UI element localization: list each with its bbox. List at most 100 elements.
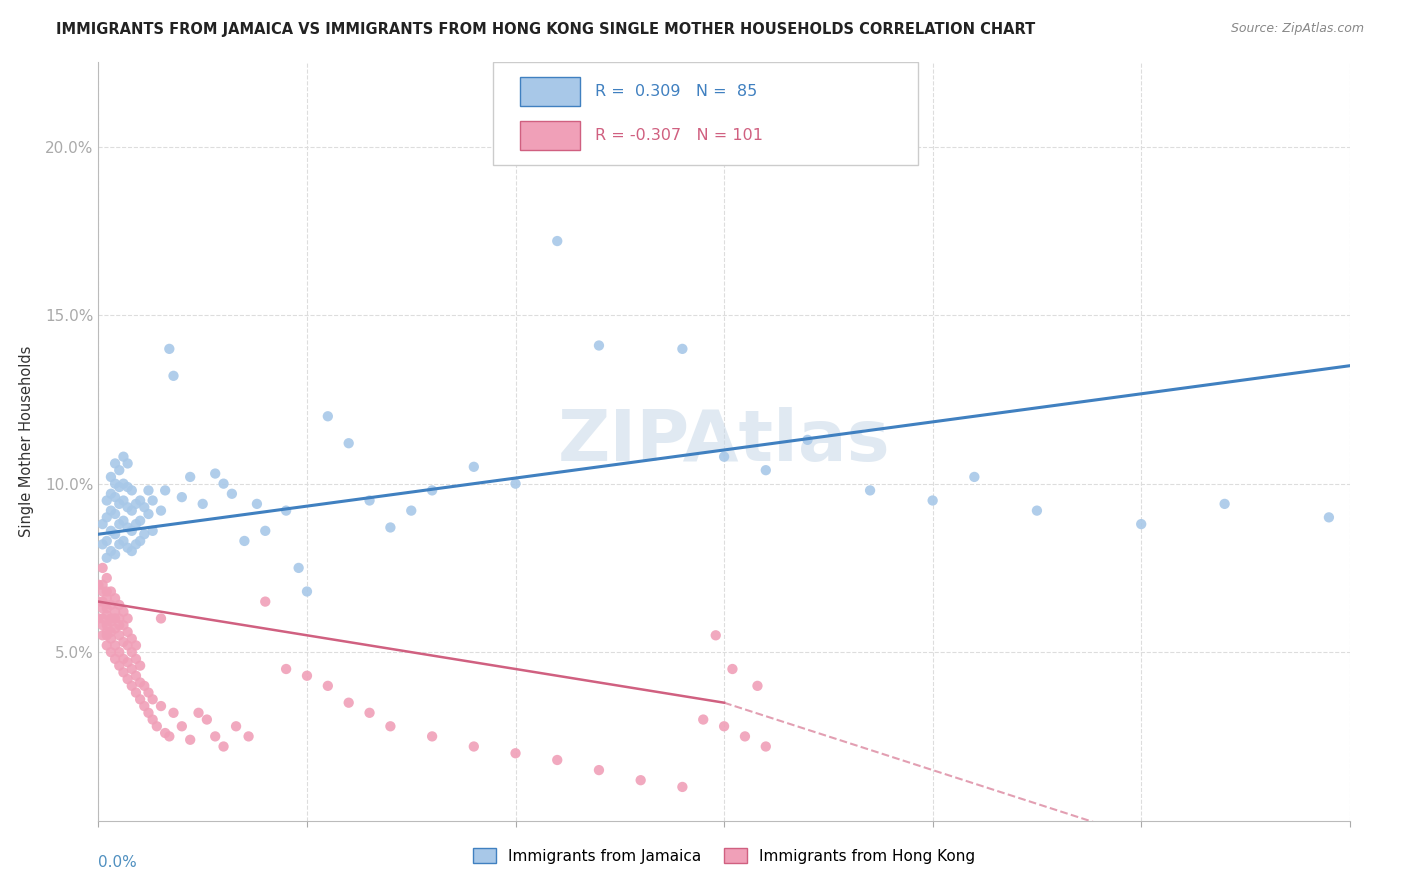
Point bbox=[87, 594, 110, 608]
Point bbox=[104, 591, 127, 606]
Point bbox=[146, 719, 169, 733]
Point bbox=[112, 493, 135, 508]
Point bbox=[671, 780, 693, 794]
Point bbox=[755, 739, 778, 754]
Point bbox=[755, 463, 778, 477]
Point bbox=[108, 628, 131, 642]
Point bbox=[125, 517, 148, 532]
Point bbox=[100, 584, 122, 599]
Point bbox=[713, 450, 735, 464]
Point bbox=[588, 338, 610, 352]
Point bbox=[859, 483, 882, 498]
Point bbox=[150, 611, 173, 625]
Point bbox=[138, 685, 160, 699]
Point bbox=[138, 483, 160, 498]
Text: Source: ZipAtlas.com: Source: ZipAtlas.com bbox=[1230, 22, 1364, 36]
Point bbox=[91, 601, 114, 615]
Point bbox=[179, 732, 201, 747]
Point bbox=[588, 763, 610, 777]
Point bbox=[117, 480, 139, 494]
Point bbox=[112, 652, 135, 666]
Point bbox=[96, 618, 118, 632]
Point bbox=[96, 624, 118, 639]
Point bbox=[153, 483, 176, 498]
Point bbox=[121, 483, 143, 498]
Point bbox=[1317, 510, 1340, 524]
Point bbox=[734, 730, 756, 744]
Point bbox=[671, 342, 693, 356]
Point bbox=[104, 490, 127, 504]
Point bbox=[129, 514, 152, 528]
Point bbox=[157, 730, 180, 744]
Point bbox=[100, 503, 122, 517]
Point bbox=[337, 696, 360, 710]
Point bbox=[630, 773, 652, 788]
Point bbox=[191, 497, 214, 511]
Point bbox=[254, 524, 277, 538]
Point bbox=[121, 679, 143, 693]
Point bbox=[117, 672, 139, 686]
Point bbox=[87, 611, 110, 625]
Point bbox=[108, 480, 131, 494]
Point bbox=[100, 544, 122, 558]
Point bbox=[112, 665, 135, 680]
Point bbox=[963, 470, 986, 484]
Point bbox=[359, 706, 381, 720]
Point bbox=[104, 507, 127, 521]
Point bbox=[104, 548, 127, 562]
Point bbox=[100, 524, 122, 538]
Point bbox=[153, 726, 176, 740]
Point bbox=[204, 730, 226, 744]
Point bbox=[138, 706, 160, 720]
Point bbox=[546, 234, 568, 248]
Text: R = -0.307   N = 101: R = -0.307 N = 101 bbox=[595, 128, 763, 143]
Point bbox=[179, 470, 201, 484]
Point bbox=[162, 368, 184, 383]
Point bbox=[91, 618, 114, 632]
Point bbox=[117, 457, 139, 471]
Point bbox=[134, 679, 156, 693]
Point bbox=[100, 611, 122, 625]
Point bbox=[546, 753, 568, 767]
Point bbox=[91, 594, 114, 608]
Point bbox=[121, 503, 143, 517]
FancyBboxPatch shape bbox=[520, 121, 581, 150]
Point bbox=[91, 517, 114, 532]
Point bbox=[142, 713, 165, 727]
Point bbox=[246, 497, 269, 511]
Point bbox=[104, 611, 127, 625]
Point bbox=[125, 652, 148, 666]
Point bbox=[721, 662, 744, 676]
Point bbox=[316, 679, 339, 693]
Text: IMMIGRANTS FROM JAMAICA VS IMMIGRANTS FROM HONG KONG SINGLE MOTHER HOUSEHOLDS CO: IMMIGRANTS FROM JAMAICA VS IMMIGRANTS FR… bbox=[56, 22, 1035, 37]
Point bbox=[96, 533, 118, 548]
Point bbox=[125, 669, 148, 683]
Point bbox=[142, 524, 165, 538]
Point bbox=[108, 463, 131, 477]
Point bbox=[104, 622, 127, 636]
Point bbox=[91, 611, 114, 625]
FancyBboxPatch shape bbox=[492, 62, 918, 165]
Point bbox=[96, 601, 118, 615]
Text: 0.0%: 0.0% bbox=[98, 855, 138, 870]
Point bbox=[108, 598, 131, 612]
Point bbox=[1213, 497, 1236, 511]
Point bbox=[138, 507, 160, 521]
Point bbox=[287, 561, 309, 575]
Point bbox=[112, 514, 135, 528]
Point bbox=[142, 692, 165, 706]
Point bbox=[112, 476, 135, 491]
Point bbox=[117, 639, 139, 653]
Point bbox=[704, 628, 727, 642]
Point bbox=[505, 476, 527, 491]
Point bbox=[96, 571, 118, 585]
Point bbox=[463, 459, 485, 474]
Point bbox=[91, 537, 114, 551]
Point bbox=[108, 517, 131, 532]
Point bbox=[117, 500, 139, 515]
Point bbox=[125, 497, 148, 511]
Point bbox=[112, 618, 135, 632]
Point bbox=[713, 719, 735, 733]
Point bbox=[129, 675, 152, 690]
Point bbox=[96, 493, 118, 508]
